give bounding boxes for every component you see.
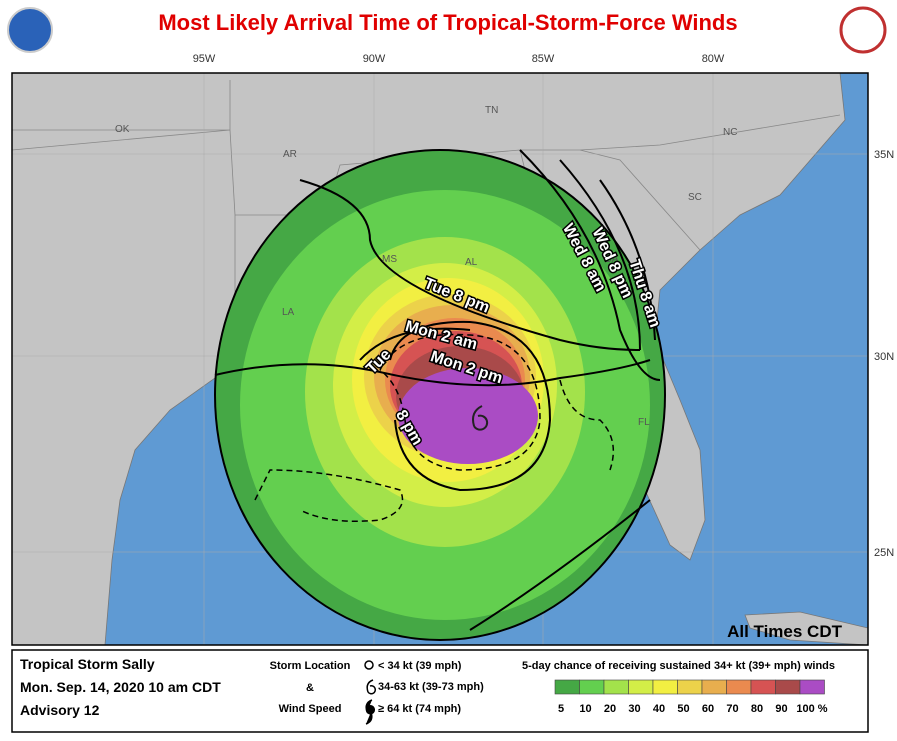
symbol-title: & (306, 682, 314, 694)
dashed-contours (254, 333, 615, 522)
state-label: LA (282, 307, 295, 318)
state-label: AL (465, 257, 478, 268)
issued-time: Mon. Sep. 14, 2020 10 am CDT (20, 679, 221, 695)
symbol-label: ≥ 64 kt (74 mph) (378, 703, 461, 715)
scale-label: 90 (775, 703, 787, 715)
storm-name: Tropical Storm Sally (20, 656, 155, 672)
probability-field (215, 150, 665, 640)
state-label: OK (115, 124, 130, 135)
state-label: MS (382, 254, 397, 265)
longitude-labels: 95W 90W 85W 80W (193, 53, 725, 65)
scale-swatch (554, 679, 580, 695)
state-label: GA (604, 254, 619, 265)
probability-scale: 5 10 20 30 40 50 60 70 80 90 100 % (554, 679, 828, 715)
state-label: TN (485, 105, 498, 116)
scale-label: 60 (702, 703, 714, 715)
advisory: Advisory 12 (20, 702, 100, 718)
scale-swatch (652, 679, 678, 695)
symbol-label: < 34 kt (39 mph) (378, 660, 462, 672)
map-frame (11, 72, 869, 646)
scale-label: 50 (677, 703, 689, 715)
scale-swatch (628, 679, 654, 695)
noaa-logo (7, 7, 53, 53)
cuba (744, 611, 868, 645)
state-label: NC (723, 127, 737, 138)
scale-label: 20 (604, 703, 616, 715)
lon-label: 85W (532, 53, 555, 65)
scale-swatch (750, 679, 776, 695)
arrival-contours (214, 149, 666, 641)
symbol-icon (365, 699, 376, 725)
scale-label: 5 (558, 703, 564, 715)
state-label: SC (688, 192, 702, 203)
scale-swatch (701, 679, 727, 695)
probability-band (398, 368, 538, 464)
symbol-icon (366, 679, 377, 695)
scale-swatch (726, 679, 752, 695)
scale-label: 30 (628, 703, 640, 715)
lon-label: 80W (702, 53, 725, 65)
scale-label: 80 (751, 703, 763, 715)
latitude-labels: 35N 30N 25N (874, 149, 894, 559)
nws-logo (839, 6, 887, 54)
map (12, 73, 868, 645)
symbol-label: 34-63 kt (39-73 mph) (378, 681, 484, 693)
symbol-icon (364, 660, 374, 670)
scale-swatch (603, 679, 629, 695)
scale-title: 5-day chance of receiving sustained 34+ … (522, 660, 835, 672)
scale-label: 40 (653, 703, 665, 715)
lat-label: 25N (874, 547, 894, 559)
scale-swatch (579, 679, 605, 695)
time-note: All Times CDT (727, 622, 843, 641)
lat-label: 30N (874, 351, 894, 363)
state-labels: OK AR TN NC SC MS AL GA LA FL (115, 105, 737, 428)
state-label: FL (638, 417, 650, 428)
symbol-title: Storm Location (270, 660, 351, 672)
state-label: AR (283, 149, 297, 160)
lat-label: 35N (874, 149, 894, 161)
scale-swatch (799, 679, 825, 695)
scale-label: 70 (726, 703, 738, 715)
scale-label: 10 (579, 703, 591, 715)
symbol-title: Wind Speed (279, 703, 342, 715)
lon-label: 90W (363, 53, 386, 65)
storm-symbol (472, 405, 489, 431)
lon-label: 95W (193, 53, 216, 65)
scale-swatch (677, 679, 703, 695)
title: Most Likely Arrival Time of Tropical-Sto… (158, 10, 737, 35)
scale-label: 100 % (796, 703, 827, 715)
scale-swatch (775, 679, 801, 695)
